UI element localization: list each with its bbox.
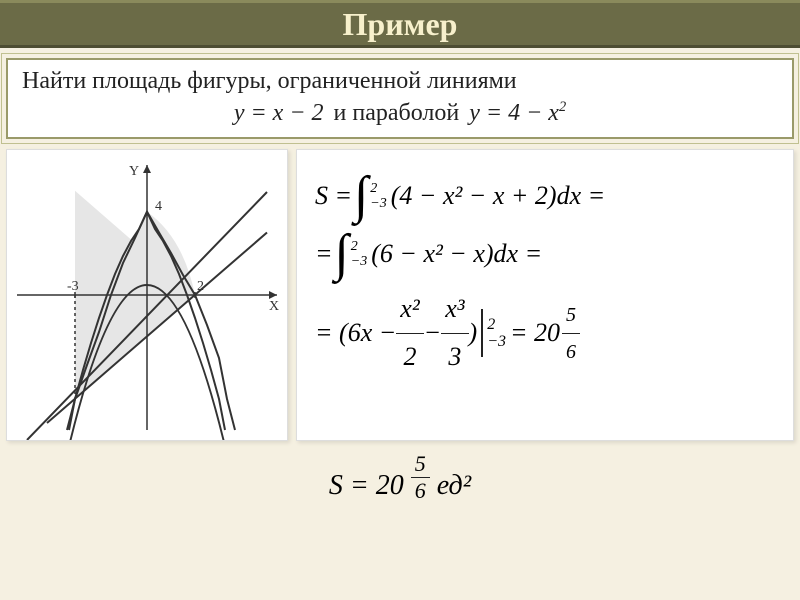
int1-limits: 2 −3 [370,181,386,212]
int1-lo: −3 [370,196,386,211]
equation-row: y = x − 2 и параболой y = 4 − x2 [22,99,778,127]
frac1: x² 2 [396,286,423,381]
calc1-body: (4 − x² − x + 2)dx = [391,173,605,220]
frac2: x³ 3 [441,286,468,381]
calc2-body: (6 − x² − x)dx = [371,231,542,278]
eval-bar [481,309,483,357]
calc3-pre: = (6x − [315,310,396,357]
frac2-num: x³ [441,286,468,334]
eval-up: 2 [487,316,506,334]
slide-title: Пример [0,0,800,48]
calc3-post: ) [469,310,478,357]
y-arrow-icon [143,165,151,173]
answer-frac: 5 6 [411,451,430,504]
frac2-den: 3 [441,334,468,381]
ans-den: 6 [411,478,430,504]
calc-line-1: S = ∫ 2 −3 (4 − x² − x + 2)dx = [315,170,775,222]
answer-row: S = 20 5 6 ед² [0,451,800,504]
calc-line-2: = ∫ 2 −3 (6 − x² − x)dx = [315,228,775,280]
integral-icon-2: ∫ [335,228,349,280]
eq-line: y = x − 2 [234,100,324,127]
axis-x-label: X [269,299,279,314]
graph: -3 2 4 X Y [6,149,288,441]
eval-lo: −3 [487,333,506,351]
answer-unit: ед² [437,470,471,501]
frac3: 5 6 [562,297,580,370]
answer-pre: S = 20 [329,470,404,501]
eq-parabola: y = 4 − x2 [469,99,566,127]
label-2: 2 [197,279,204,294]
int1-up: 2 [370,181,386,196]
x-arrow-icon [269,291,277,299]
problem-text: Найти площадь фигуры, ограниченной линия… [22,68,778,95]
axis-y-label: Y [129,164,139,179]
eval-limits: 2 −3 [487,316,506,351]
calc2-pre: = [315,231,333,278]
label-m3: -3 [67,279,79,294]
calc3-mid: − [424,310,442,357]
calc-line-3: = (6x − x² 2 − x³ 3 ) 2 −3 = 20 5 6 [315,286,775,381]
content-area: -3 2 4 X Y S = ∫ 2 −3 (4 − x² − x + 2)dx… [0,149,800,441]
graph-svg: -3 2 4 X Y [7,150,287,440]
frac1-num: x² [396,286,423,334]
int2-limits: 2 −3 [351,239,367,270]
int2-up: 2 [351,239,367,254]
problem-statement: Найти площадь фигуры, ограниченной линия… [6,58,794,139]
eq2-base: y = 4 − x [469,100,559,126]
calculation-box: S = ∫ 2 −3 (4 − x² − x + 2)dx = = ∫ 2 −3… [296,149,794,441]
eq2-exp: 2 [559,99,566,115]
label-4: 4 [155,199,162,214]
calc3-eq: = 20 [510,310,560,357]
frac1-den: 2 [396,334,423,381]
frac3-num: 5 [562,297,580,334]
calc1-pre: S = [315,173,352,220]
eq-connector: и параболой [334,100,460,127]
ans-num: 5 [411,451,430,478]
int2-lo: −3 [351,254,367,269]
integral-icon: ∫ [354,170,368,222]
frac3-den: 6 [562,334,580,370]
